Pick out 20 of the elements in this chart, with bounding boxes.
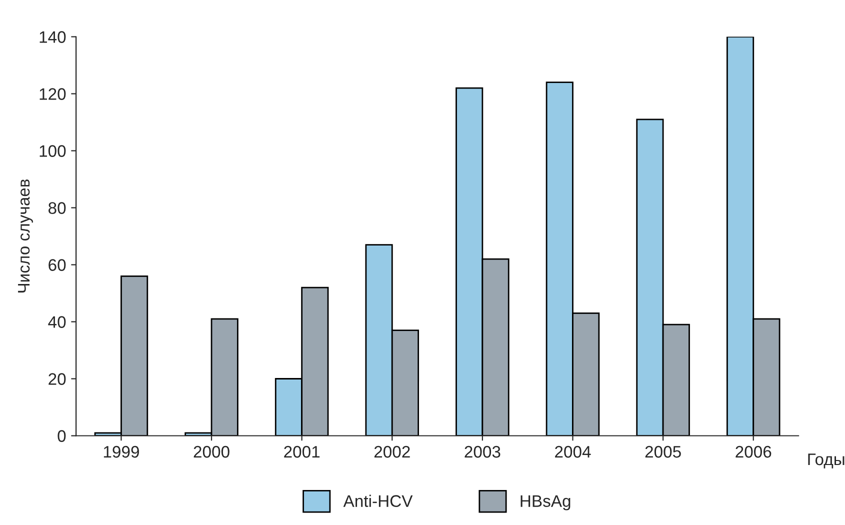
legend-label: HBsAg (520, 495, 570, 510)
y-tick-label: 60 (48, 259, 66, 271)
y-tick-label: 40 (48, 316, 66, 328)
y-tick-label: 120 (40, 88, 66, 100)
y-tick-label: 0 (58, 430, 66, 442)
legend-label: Anti-HCV (343, 494, 413, 507)
y-axis-title: Число случаев (18, 179, 33, 292)
x-tick-label: 2006 (736, 446, 772, 458)
x-tick-label: 2000 (194, 446, 230, 458)
x-tick-label: 2002 (374, 446, 410, 458)
y-tick-label: 100 (40, 145, 66, 157)
x-tick-label: 1999 (104, 446, 139, 458)
x-axis-title: Годы (808, 454, 844, 468)
x-tick-label: 2001 (284, 446, 320, 458)
y-tick-label: 20 (48, 373, 66, 385)
x-tick-label: 2004 (555, 446, 591, 458)
y-tick-label: 80 (48, 202, 66, 214)
x-tick-label: 2003 (464, 446, 500, 458)
y-tick-label: 140 (40, 31, 66, 43)
x-tick-label: 2005 (645, 446, 681, 458)
